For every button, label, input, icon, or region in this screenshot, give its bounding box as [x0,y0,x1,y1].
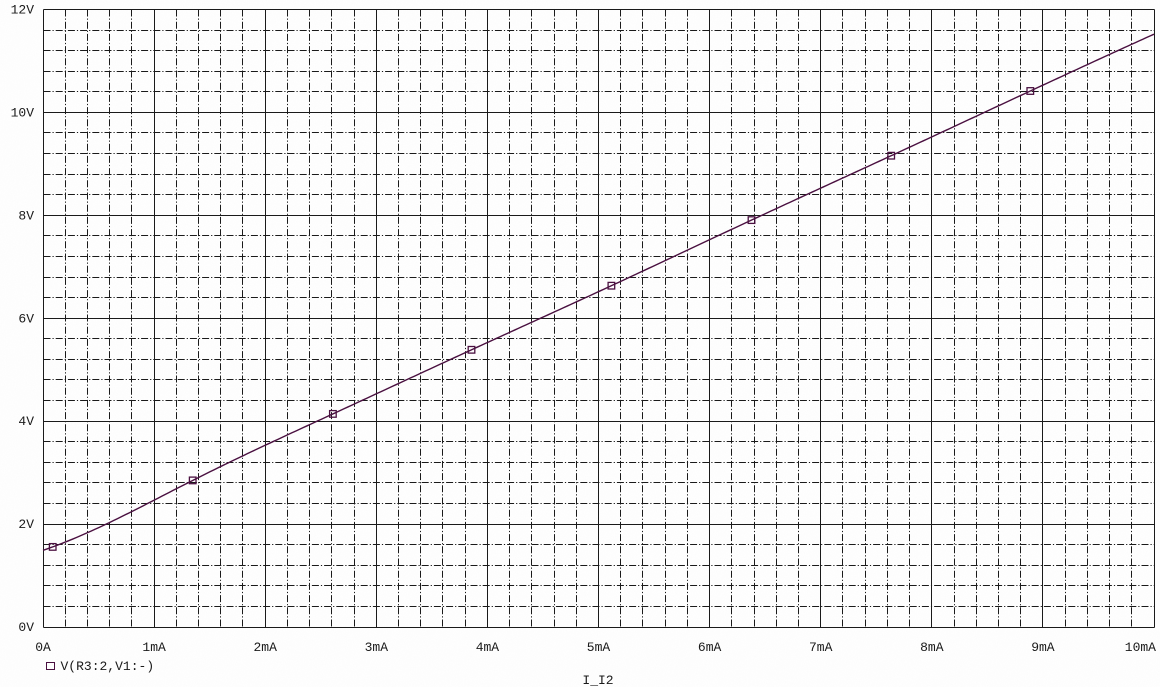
svg-text:1mA: 1mA [142,640,166,655]
svg-text:7mA: 7mA [809,640,833,655]
svg-text:12V: 12V [11,3,35,18]
svg-text:10mA: 10mA [1125,640,1156,655]
svg-text:8V: 8V [18,208,34,223]
svg-text:2mA: 2mA [253,640,277,655]
svg-text:6V: 6V [18,311,34,326]
svg-text:0A: 0A [35,640,51,655]
svg-text:3mA: 3mA [365,640,389,655]
svg-text:5mA: 5mA [587,640,611,655]
svg-text:0V: 0V [18,620,34,635]
svg-text:4mA: 4mA [476,640,500,655]
svg-text:6mA: 6mA [698,640,722,655]
svg-text:4V: 4V [18,414,34,429]
svg-text:10V: 10V [11,105,35,120]
svg-text:2V: 2V [18,517,34,532]
svg-text:8mA: 8mA [920,640,944,655]
svg-text:9mA: 9mA [1031,640,1055,655]
